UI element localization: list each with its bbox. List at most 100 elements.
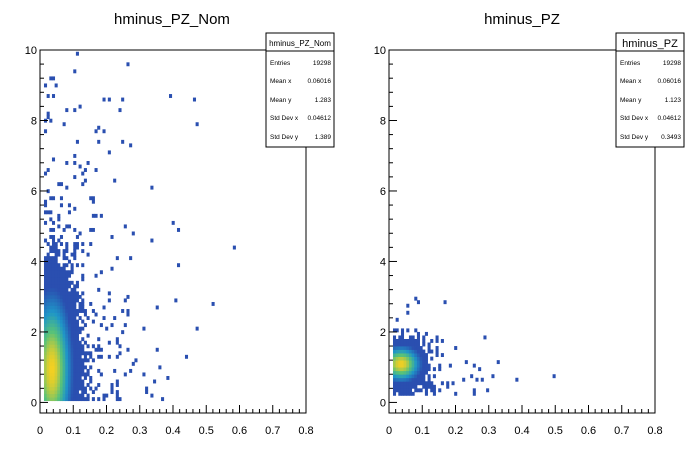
heatmap-cell	[411, 360, 415, 365]
heatmap-cell	[406, 388, 410, 393]
heatmap-cell	[126, 347, 130, 352]
heatmap-cell	[65, 298, 69, 303]
heatmap-cell	[83, 178, 87, 183]
heatmap-cell	[94, 347, 98, 352]
heatmap-cell	[432, 391, 436, 396]
heatmap-cell	[99, 323, 103, 328]
heatmap-cell	[414, 388, 418, 393]
heatmap-cell	[75, 309, 79, 313]
heatmap-cell	[392, 349, 397, 354]
heatmap-cell	[395, 342, 399, 347]
heatmap-cell	[75, 354, 79, 359]
heatmap-cell	[81, 393, 85, 398]
heatmap-cell	[49, 263, 53, 268]
heatmap-cell	[422, 342, 426, 347]
heatmap-cell	[398, 342, 402, 347]
heatmap-cell	[131, 361, 135, 366]
heatmap-cell	[70, 309, 74, 313]
stats-value: 1.283	[315, 97, 332, 104]
heatmap-cell	[57, 376, 61, 380]
heatmap-cell	[406, 346, 410, 350]
heatmap-cell	[54, 393, 58, 398]
heatmap-cell	[83, 351, 87, 356]
heatmap-cell	[416, 335, 420, 340]
heatmap-cell	[406, 381, 410, 386]
stats-label: Mean x	[270, 78, 292, 85]
heatmap-cell	[59, 333, 64, 338]
heatmap-cell	[62, 294, 66, 299]
heatmap-cell	[65, 284, 69, 289]
heatmap-cell	[81, 273, 85, 278]
heatmap-cell	[43, 337, 48, 342]
heatmap-cell	[107, 298, 111, 303]
heatmap-cell	[86, 161, 90, 165]
heatmap-cell	[46, 305, 50, 310]
x-tick-label: 0.1	[66, 425, 81, 437]
heatmap-cell	[86, 351, 90, 356]
heatmap-cell	[65, 361, 69, 366]
heatmap-cell	[70, 351, 74, 356]
heatmap-cell	[408, 363, 413, 368]
heatmap-cell	[115, 397, 119, 402]
heatmap-cell	[57, 280, 61, 285]
heatmap-cell	[470, 374, 474, 379]
heatmap-cell	[395, 346, 399, 350]
heatmap-cell	[73, 294, 77, 299]
heatmap-cell	[65, 323, 69, 328]
heatmap-cell	[65, 340, 69, 345]
heatmap-cell	[59, 242, 64, 246]
heatmap-cell	[403, 367, 407, 372]
heatmap-cell	[422, 363, 426, 368]
heatmap-cell	[406, 384, 410, 389]
heatmap-cell	[65, 312, 69, 317]
heatmap-cell	[54, 273, 58, 278]
heatmap-cell	[169, 94, 173, 98]
heatmap-cell	[398, 346, 402, 350]
heatmap-cell	[65, 256, 69, 261]
stats-value: 19298	[663, 60, 681, 67]
heatmap-cell	[59, 309, 64, 313]
heatmap-cell	[57, 273, 61, 278]
heatmap-cell	[62, 368, 66, 373]
heatmap-cell	[43, 270, 48, 275]
heatmap-cell	[83, 358, 87, 363]
heatmap-cell	[51, 312, 56, 317]
heatmap-cell	[46, 294, 50, 299]
heatmap-cell	[107, 150, 111, 155]
heatmap-cell	[446, 384, 450, 389]
heatmap-cell	[65, 263, 69, 268]
heatmap-cell	[150, 185, 154, 190]
heatmap-cell	[395, 317, 399, 322]
heatmap-cell	[62, 291, 66, 296]
stats-label: Entries	[270, 60, 291, 67]
heatmap-cell	[62, 263, 66, 268]
heatmap-cell	[392, 363, 397, 368]
x-tick-label: 0.2	[448, 425, 463, 437]
heatmap-cell	[464, 360, 468, 365]
heatmap-cell	[408, 349, 413, 354]
heatmap-cell	[43, 358, 48, 363]
heatmap-cell	[59, 316, 64, 320]
heatmap-cell	[62, 354, 66, 359]
heatmap-cell	[78, 361, 82, 366]
heatmap-cell	[403, 346, 407, 350]
heatmap-cell	[49, 393, 53, 398]
heatmap-cell	[400, 363, 405, 368]
heatmap-cell	[65, 277, 69, 282]
heatmap-cell	[67, 326, 71, 331]
heatmap-cell	[73, 206, 77, 211]
heatmap-cell	[75, 351, 79, 356]
heatmap-cell	[75, 344, 79, 349]
heatmap-cell	[51, 319, 56, 324]
heatmap-cell	[416, 377, 420, 382]
heatmap-cell	[416, 356, 420, 361]
heatmap-cell	[94, 129, 98, 134]
heatmap-cell	[43, 340, 48, 345]
heatmap-cell	[145, 390, 149, 395]
heatmap-cell	[43, 379, 48, 384]
heatmap-cell	[78, 294, 82, 299]
heatmap-cell	[406, 328, 410, 333]
heatmap-cell	[51, 358, 56, 363]
heatmap-cell	[65, 270, 69, 275]
heatmap-cell	[67, 319, 71, 324]
